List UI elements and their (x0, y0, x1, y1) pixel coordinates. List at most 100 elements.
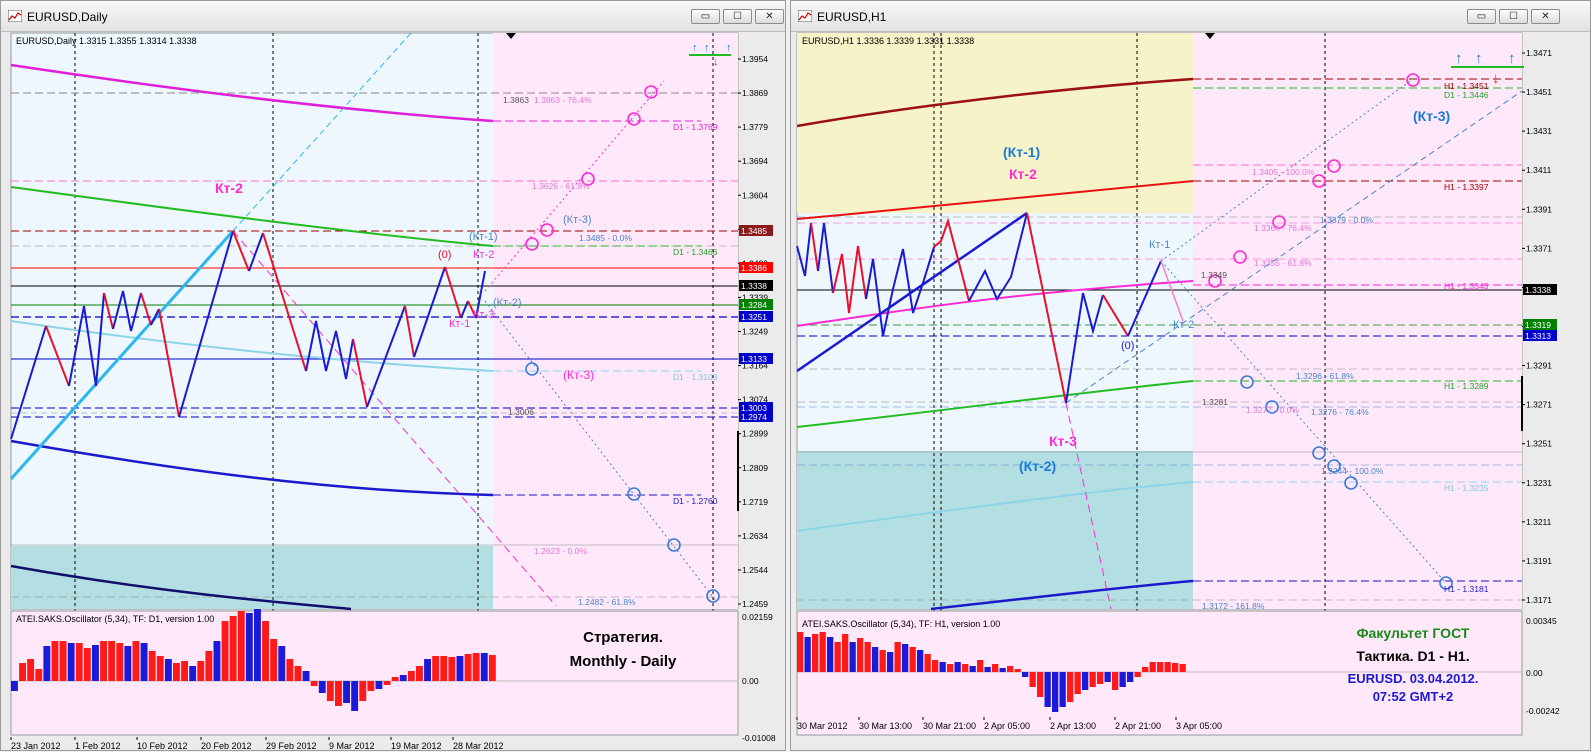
osc-bar (1164, 662, 1171, 672)
osc-scale-zero: 0.00 (742, 676, 759, 686)
osc-bar (1052, 672, 1059, 712)
price-badge (739, 402, 773, 413)
level-label: D1 - 1.3466 (673, 247, 718, 257)
right-oscillator-panel (796, 610, 1523, 736)
maximize-button[interactable]: ☐ (723, 9, 752, 24)
osc-bar (909, 647, 916, 672)
level-label: 1.3863 (503, 95, 529, 105)
arrow-down-icon: ↓ (713, 56, 719, 68)
osc-bar (984, 667, 991, 672)
right-zigzag (796, 212, 1184, 404)
level-label: 1.3626 - 61.8% (532, 181, 590, 191)
level-label: D1 - 1.3103 (673, 372, 718, 382)
osc-bar (237, 611, 245, 681)
osc-bar (383, 681, 391, 685)
osc-bar (1179, 664, 1186, 672)
close-button[interactable]: ✕ (1531, 9, 1560, 24)
strategy-subtitle: Monthly - Daily (570, 653, 677, 670)
osc-bar (181, 661, 188, 681)
osc-bar (302, 671, 310, 681)
time-axis-label: 29 Feb 2012 (266, 741, 317, 751)
left-chart-header: EURUSD,Daily 1.3315 1.3355 1.3314 1.3338 (16, 36, 197, 46)
price-tick-label: 1.3694 (742, 156, 768, 166)
right-target-circles (1208, 73, 1453, 590)
right-chart-area[interactable]: H1 - 1.3451 D1 - 1.3446 1.3405 - 100.0% … (791, 31, 1591, 752)
osc-bar (1044, 672, 1051, 707)
osc-bar (335, 681, 342, 706)
osc-bar (173, 663, 180, 681)
maximize-button[interactable]: ☐ (1499, 9, 1528, 24)
osc-bar (27, 659, 35, 681)
osc-bar (343, 681, 350, 703)
left-moving-averages (10, 63, 701, 611)
osc-bar (864, 642, 871, 672)
left-chart-area[interactable]: 1.3863 1.3863 - 76.4% D1 - 1.3769 1.3626… (1, 31, 787, 752)
wave-label: (0) (438, 249, 451, 261)
price-tick-label: 1.2634 (742, 531, 768, 541)
osc-bar (857, 638, 864, 672)
info-tactic: Тактика. D1 - H1. (1356, 648, 1469, 664)
osc-bar (189, 666, 197, 681)
price-badge-label: 1.3319 (1525, 320, 1551, 330)
osc-bar (1082, 672, 1089, 690)
osc-bar (849, 642, 856, 672)
osc-bar (254, 609, 261, 681)
osc-bar (416, 666, 423, 681)
osc-bar (992, 664, 999, 672)
price-tick-label: 1.3371 (1526, 243, 1552, 253)
wave-label: Кт-1 (449, 318, 470, 330)
price-badge (739, 411, 773, 422)
osc-bar (1007, 666, 1014, 672)
minimize-button[interactable]: ▭ (1467, 9, 1496, 24)
time-axis-label: 19 Mar 2012 (391, 741, 442, 751)
osc-bar (812, 634, 819, 672)
close-button[interactable]: ✕ (755, 9, 784, 24)
wave-label: Кт-1 (1149, 239, 1170, 251)
right-chart-window: EURUSD,H1 ▭ ☐ ✕ (790, 0, 1591, 751)
right-osc-header: ATEI.SAKS.Oscillator (5,34), TF: H1, ver… (802, 619, 1000, 629)
osc-bar (1149, 662, 1156, 672)
price-badge (739, 353, 773, 364)
minimize-button[interactable]: ▭ (691, 9, 720, 24)
price-tick-label: 1.3604 (742, 190, 768, 200)
wave-label: (Кт-3) (563, 368, 594, 382)
shift-marker-icon (1205, 33, 1215, 39)
price-tick-label: 1.3291 (1526, 361, 1552, 371)
osc-bar (100, 641, 107, 681)
osc-bar (83, 648, 91, 681)
price-badge (739, 280, 773, 291)
time-axis-label: 30 Mar 13:00 (859, 721, 912, 731)
level-label: 1.3355 - 61.8% (1254, 258, 1312, 268)
price-badge-label: 1.3386 (741, 263, 767, 273)
price-tick-label: 1.2544 (742, 565, 768, 575)
level-label: 1.3485 - 0.0% (579, 233, 632, 243)
level-label: D1 - 1.3769 (673, 122, 718, 132)
right-wave-labels: (Кт-1) Кт-2 (Кт-3) Кт-1 Кт-2 (0) Кт-3 (К… (1003, 108, 1450, 474)
osc-bar (472, 653, 480, 681)
osc-bar (140, 643, 148, 681)
info-time: 07:52 GMT+2 (1373, 689, 1454, 704)
left-period-separators (74, 33, 714, 731)
osc-bar (827, 637, 834, 672)
osc-bar (407, 671, 415, 681)
osc-bar (229, 616, 237, 681)
wave-label: (Кт-2) (493, 297, 522, 309)
price-badge (1523, 319, 1557, 330)
osc-bar (872, 647, 879, 672)
price-tick-label: 1.3251 (1526, 439, 1552, 449)
right-title-bar: EURUSD,H1 ▭ ☐ ✕ (791, 1, 1590, 32)
left-future-zone (493, 33, 738, 609)
left-horizontal-levels (11, 92, 738, 598)
osc-bar (424, 659, 431, 681)
osc-bar (213, 641, 221, 681)
right-time-axis: 30 Mar 2012 30 Mar 13:00 30 Mar 21:00 2 Apr… (796, 717, 1222, 731)
price-badge-label: 1.3485 (741, 226, 767, 236)
arrow-down-icon: ↓ (1492, 70, 1500, 87)
arrow-up-icon: ↑ (1455, 50, 1463, 67)
osc-bar (834, 642, 841, 672)
osc-bar (124, 646, 132, 681)
osc-bar (367, 681, 375, 691)
osc-bar (894, 642, 901, 672)
arrow-up-icon: ↑ (726, 42, 732, 54)
